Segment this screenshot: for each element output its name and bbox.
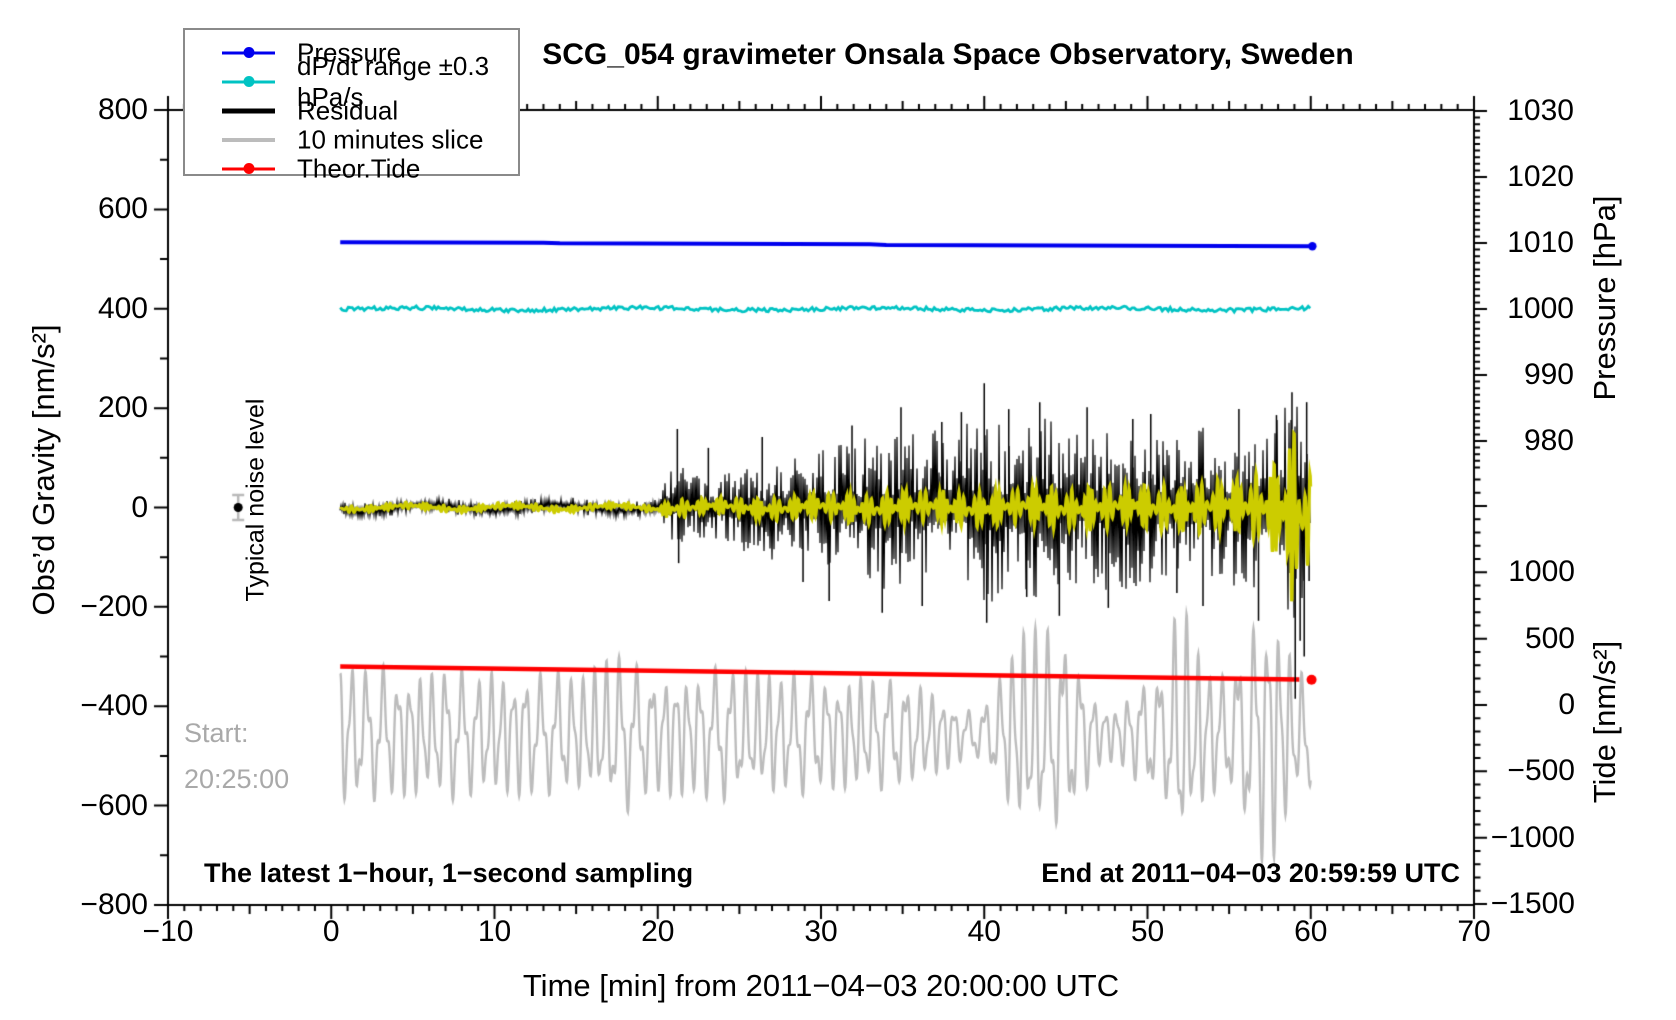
y-axis-tide-title: Tide [nm/s²] [1587, 640, 1622, 804]
y-axis-pressure-title: Pressure [hPa] [1587, 195, 1622, 401]
legend-item: 10 minutes slice [185, 124, 518, 154]
tide-tick-label: −1000 [1490, 820, 1575, 854]
x-tick-label: 10 [477, 915, 512, 948]
x-tick-label: 70 [1457, 915, 1491, 948]
tide-tick-label: −1500 [1490, 886, 1575, 920]
x-tick-label: 40 [967, 915, 1001, 948]
sampling-info-label: The latest 1−hour, 1−second sampling [204, 858, 694, 888]
chart-title: SCG_054 gravimeter Onsala Space Observat… [542, 38, 1354, 71]
legend-line-sample-icon [222, 76, 275, 87]
legend-item-label: Pressure [297, 37, 402, 67]
pressure-tick-label: 1010 [1507, 226, 1574, 259]
slice-start-label: Start: [184, 718, 249, 748]
legend-box: Pressure dP/dt range ±0.3 hPa/s Residual 10… [183, 28, 520, 183]
typical-noise-label: Typical noise level [241, 398, 270, 602]
legend-item: Theor.Tide [185, 153, 518, 183]
y-left-tick-label: 0 [131, 490, 148, 524]
y-axis-left-title: Obs’d Gravity [nm/s²] [26, 324, 61, 616]
tide-tick-label: 1000 [1508, 555, 1575, 589]
y-left-tick-label: −600 [80, 788, 148, 822]
pressure-tick-label: 990 [1523, 358, 1574, 391]
x-tick-label: 50 [1130, 915, 1165, 948]
legend-line-sample-icon [222, 137, 275, 142]
legend-dot-icon [243, 163, 254, 174]
legend-line-sample-icon [222, 163, 275, 174]
legend-dot-icon [243, 47, 254, 58]
y-left-tick-label: 200 [97, 391, 148, 425]
x-tick-label: 60 [1294, 915, 1328, 948]
legend-item-label: Residual [297, 95, 399, 125]
legend-item-label: 10 minutes slice [297, 124, 484, 154]
legend-item: dP/dt range ±0.3 hPa/s [185, 51, 518, 112]
legend-dot-icon [243, 76, 254, 87]
legend-item: Residual [185, 95, 518, 125]
legend-line-sample-icon [222, 47, 275, 58]
y-left-tick-label: 600 [97, 192, 148, 226]
y-left-tick-label: −800 [80, 887, 148, 921]
pressure-tick-label: 1030 [1507, 94, 1574, 127]
x-axis-title: Time [min] from 2011−04−03 20:00:00 UTC [522, 968, 1120, 1003]
pressure-tick-label: 1000 [1507, 292, 1574, 325]
y-left-tick-label: −400 [80, 689, 148, 723]
legend-item: Pressure [185, 37, 518, 67]
x-tick-label: 30 [804, 915, 838, 948]
legend-item-label: dP/dt range ±0.3 hPa/s [297, 50, 490, 112]
tide-tick-label: 500 [1524, 621, 1575, 655]
x-tick-label: 20 [641, 915, 675, 948]
y-left-tick-label: −200 [80, 589, 148, 623]
x-tick-label: 0 [322, 915, 340, 948]
legend-item-label: Theor.Tide [297, 153, 421, 183]
slice-start-time: 20:25:00 [184, 764, 290, 794]
legend-line-sample-icon [222, 108, 275, 113]
end-time-label: End at 2011−04−03 20:59:59 UTC [1041, 858, 1460, 888]
y-left-tick-label: 800 [97, 93, 148, 126]
y-left-tick-label: 400 [97, 291, 148, 325]
x-tick-label: −10 [142, 915, 194, 948]
pressure-tick-label: 1020 [1507, 160, 1574, 193]
tide-tick-label: 0 [1558, 688, 1575, 721]
pressure-tick-label: 980 [1523, 424, 1574, 457]
tide-tick-label: −500 [1507, 754, 1575, 788]
